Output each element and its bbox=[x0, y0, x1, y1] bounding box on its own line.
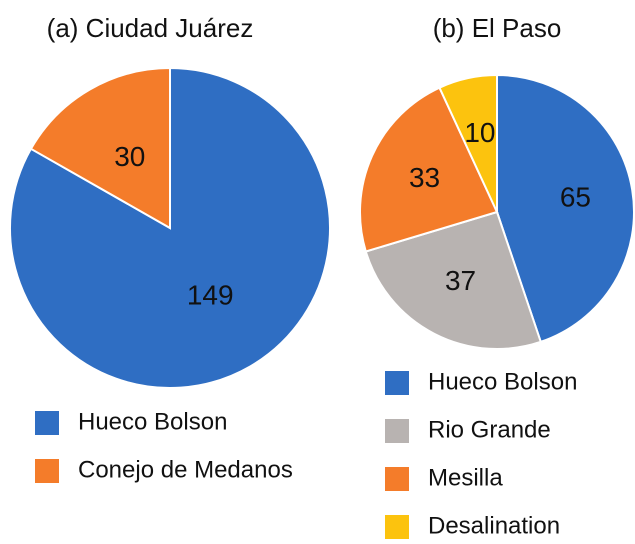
data-label: 30 bbox=[114, 141, 145, 172]
data-label: 65 bbox=[560, 182, 591, 213]
legend-label: Mesilla bbox=[428, 464, 503, 491]
pie-slice bbox=[438, 73, 498, 213]
pie-slice bbox=[496, 73, 635, 344]
legend-label: Conejo de Medanos bbox=[78, 456, 293, 483]
legend-swatch bbox=[35, 411, 59, 435]
legend-label: Hueco Bolson bbox=[78, 408, 227, 435]
legend-label: Rio Grande bbox=[428, 416, 551, 443]
data-label: 37 bbox=[445, 265, 476, 296]
legend-swatch bbox=[35, 459, 59, 483]
chart-title: (b) El Paso bbox=[433, 13, 562, 43]
pie-slice bbox=[364, 210, 543, 350]
legend-swatch bbox=[385, 515, 409, 539]
legend-swatch bbox=[385, 419, 409, 443]
legend-swatch bbox=[385, 467, 409, 491]
chart-title: (a) Ciudad Juárez bbox=[47, 13, 254, 43]
data-label: 33 bbox=[409, 162, 440, 193]
data-label: 149 bbox=[187, 280, 234, 311]
legend-label: Hueco Bolson bbox=[428, 368, 577, 395]
legend-label: Desalination bbox=[428, 512, 560, 539]
pie-slice bbox=[29, 66, 171, 230]
pie-slice bbox=[359, 86, 499, 253]
legend-swatch bbox=[385, 371, 409, 395]
data-label: 10 bbox=[464, 117, 495, 148]
